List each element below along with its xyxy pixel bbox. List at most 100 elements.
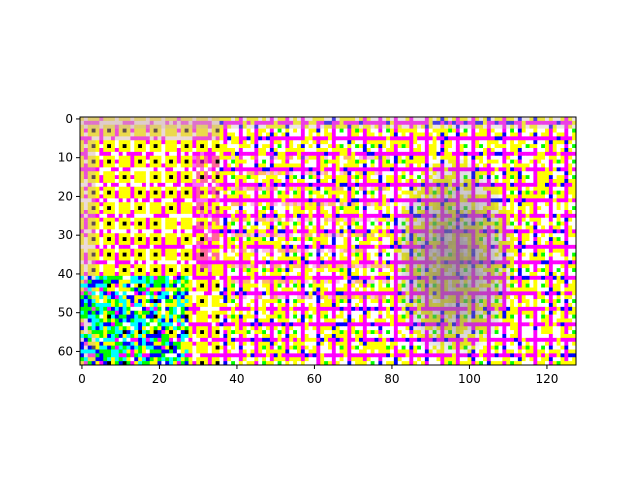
heatmap-cell	[200, 171, 205, 176]
heatmap-cell	[490, 248, 495, 253]
heatmap-cell	[486, 190, 492, 195]
heatmap-cell	[362, 190, 368, 195]
heatmap-cell	[483, 182, 488, 188]
heatmap-cell	[173, 136, 178, 141]
heatmap-cell	[444, 198, 449, 203]
heatmap-cell	[126, 256, 131, 261]
heatmap-cell	[107, 241, 112, 246]
heatmap-cell	[521, 182, 526, 188]
heatmap-cell	[95, 132, 100, 137]
heatmap-cell	[362, 167, 368, 172]
heatmap-cell	[417, 190, 422, 195]
heatmap-cell	[211, 136, 216, 141]
heatmap-cell	[173, 186, 178, 191]
heatmap-cell	[401, 144, 406, 149]
heatmap-cell	[467, 182, 472, 188]
heatmap-cell	[362, 128, 368, 133]
heatmap-cell	[440, 213, 445, 219]
heatmap-cell	[173, 194, 178, 199]
heatmap-cell	[459, 151, 464, 157]
heatmap-cell	[80, 136, 85, 141]
heatmap-cell	[83, 268, 89, 273]
heatmap-cell	[374, 194, 379, 199]
heatmap-cell	[568, 171, 573, 176]
heatmap-cell	[525, 175, 530, 180]
heatmap-cell	[173, 171, 178, 176]
heatmap-cell	[258, 210, 263, 215]
heatmap-cell	[471, 167, 476, 172]
heatmap-cell	[153, 128, 158, 133]
heatmap-cell	[444, 206, 449, 211]
heatmap-cell	[525, 256, 530, 261]
heatmap-cell	[572, 120, 577, 126]
heatmap-cell	[107, 248, 112, 253]
heatmap-cell	[227, 202, 232, 207]
heatmap-cell	[475, 140, 480, 145]
heatmap-cell	[393, 194, 399, 199]
heatmap-cell	[529, 124, 534, 129]
heatmap-cell	[122, 151, 127, 157]
heatmap-cell	[548, 132, 554, 137]
heatmap-cell	[432, 248, 437, 253]
heatmap-cell	[436, 136, 441, 141]
heatmap-cell	[560, 148, 565, 153]
heatmap-cell	[448, 120, 453, 126]
heatmap-cell	[130, 221, 135, 226]
heatmap-cell	[459, 221, 464, 226]
heatmap-cell	[556, 206, 561, 211]
heatmap-cell	[95, 210, 100, 215]
heatmap-cell	[537, 229, 542, 234]
heatmap-cell	[188, 175, 193, 180]
heatmap-cell	[289, 233, 294, 238]
heatmap-cell	[87, 217, 92, 222]
heatmap-cell	[424, 244, 430, 250]
heatmap-cell	[231, 260, 236, 265]
heatmap-cell	[184, 136, 189, 141]
heatmap-cell	[448, 256, 453, 261]
heatmap-cell	[285, 171, 290, 176]
heatmap-cell	[552, 225, 557, 230]
heatmap-cell	[486, 175, 492, 180]
heatmap-cell	[370, 140, 375, 145]
heatmap-cell	[475, 136, 480, 141]
heatmap-cell	[335, 163, 340, 168]
heatmap-cell	[374, 210, 379, 215]
heatmap-cell	[83, 186, 89, 191]
heatmap-cell	[289, 264, 294, 269]
heatmap-cell	[180, 140, 185, 145]
heatmap-cell	[331, 217, 337, 222]
heatmap-cell	[262, 237, 267, 242]
heatmap-cell	[483, 120, 488, 126]
heatmap-cell	[281, 213, 286, 219]
heatmap-cell	[103, 120, 108, 126]
heatmap-cell	[165, 202, 170, 207]
heatmap-cell	[560, 264, 565, 269]
heatmap-cell	[390, 252, 395, 257]
heatmap-cell	[227, 237, 232, 242]
heatmap-cell	[122, 206, 127, 211]
heatmap-cell	[142, 167, 147, 172]
heatmap-cell	[169, 159, 174, 164]
heatmap-cell	[467, 132, 472, 137]
heatmap-cell	[184, 221, 189, 226]
heatmap-cell	[498, 198, 503, 203]
heatmap-cell	[432, 140, 437, 145]
heatmap-cell	[91, 190, 96, 195]
heatmap-cell	[510, 128, 515, 133]
heatmap-cell	[359, 186, 364, 191]
heatmap-cell	[269, 144, 275, 149]
heatmap-cell	[521, 124, 526, 129]
heatmap-cell	[548, 171, 554, 176]
heatmap-cell	[560, 144, 565, 149]
heatmap-cell	[479, 155, 484, 160]
heatmap-cell	[444, 190, 449, 195]
heatmap-cell	[347, 186, 352, 191]
heatmap-cell	[390, 244, 395, 250]
heatmap-cell	[269, 252, 275, 257]
heatmap-cell	[347, 155, 352, 160]
heatmap-cell	[316, 260, 321, 265]
heatmap-cell	[556, 175, 561, 180]
heatmap-cell	[134, 132, 139, 137]
heatmap-cell	[157, 167, 162, 172]
